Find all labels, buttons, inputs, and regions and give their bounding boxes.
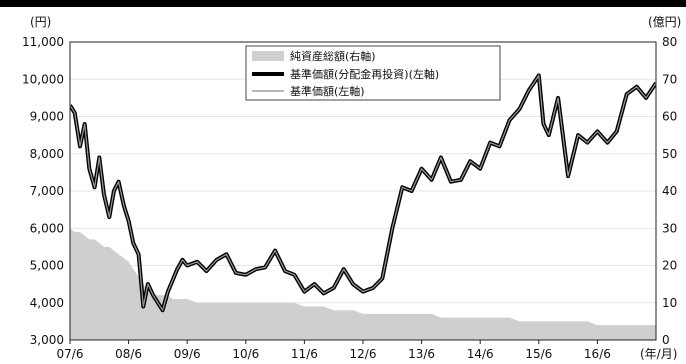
legend-label-nav-reinvested: 基準価額(分配金再投資)(左軸) bbox=[290, 67, 439, 81]
x-tick-label: 14/6 bbox=[467, 347, 494, 361]
legend: 純資産総額(右軸) 基準価額(分配金再投資)(左軸) 基準価額(左軸) bbox=[245, 45, 501, 101]
x-tick-label: 10/6 bbox=[232, 347, 259, 361]
x-tick-label: 09/6 bbox=[174, 347, 201, 361]
legend-label-nav: 基準価額(左軸) bbox=[290, 84, 365, 98]
left-tick-label: 4,000 bbox=[30, 296, 64, 310]
legend-swatch-area bbox=[252, 51, 284, 61]
right-axis-ticks: 0 10 20 30 40 50 60 70 80 bbox=[662, 35, 677, 347]
left-tick-label: 8,000 bbox=[30, 147, 64, 161]
legend-box bbox=[245, 45, 501, 101]
x-tick-label: 15/6 bbox=[525, 347, 552, 361]
gridlines bbox=[69, 78, 656, 344]
right-tick-label: 60 bbox=[662, 110, 677, 124]
right-tick-label: 10 bbox=[662, 296, 677, 310]
right-tick-label: 20 bbox=[662, 259, 677, 273]
right-tick-label: 0 bbox=[662, 333, 670, 347]
plot-frame bbox=[69, 41, 657, 341]
left-tick-label: 6,000 bbox=[30, 221, 64, 235]
x-axis-ticks: 07/6 08/6 09/6 10/6 11/6 12/6 13/6 14/6 15/6 16/6 bbox=[57, 347, 611, 361]
x-tick-label: 16/6 bbox=[584, 347, 611, 361]
left-tick-label: 5,000 bbox=[30, 259, 64, 273]
left-tick-label: 10,000 bbox=[22, 72, 64, 86]
left-tick-label: 9,000 bbox=[30, 110, 64, 124]
top-border bbox=[0, 0, 686, 7]
x-tick-label: 13/6 bbox=[408, 347, 435, 361]
x-axis-unit: (年/月) bbox=[640, 347, 677, 361]
net-assets-area bbox=[70, 228, 656, 340]
right-tick-label: 70 bbox=[662, 72, 677, 86]
legend-label-net-assets: 純資産総額(右軸) bbox=[290, 49, 376, 63]
right-tick-label: 30 bbox=[662, 221, 677, 235]
left-tick-label: 3,000 bbox=[30, 333, 64, 347]
nav-reinvested-line bbox=[70, 73, 656, 313]
right-tick-label: 50 bbox=[662, 147, 677, 161]
nav-line bbox=[70, 74, 656, 311]
x-tick-label: 11/6 bbox=[291, 347, 318, 361]
left-axis-ticks: 3,000 4,000 5,000 6,000 7,000 8,000 9,000 10,00… bbox=[22, 35, 64, 347]
right-axis-unit: (億円) bbox=[648, 15, 681, 29]
x-tick-label: 12/6 bbox=[350, 347, 377, 361]
x-tick-label: 07/6 bbox=[57, 347, 84, 361]
left-axis-unit: (円) bbox=[30, 15, 51, 29]
right-tick-label: 80 bbox=[662, 35, 677, 49]
x-tick-label: 08/6 bbox=[115, 347, 142, 361]
right-tick-label: 40 bbox=[662, 184, 677, 198]
left-tick-label: 11,000 bbox=[22, 35, 64, 49]
left-tick-label: 7,000 bbox=[30, 184, 64, 198]
